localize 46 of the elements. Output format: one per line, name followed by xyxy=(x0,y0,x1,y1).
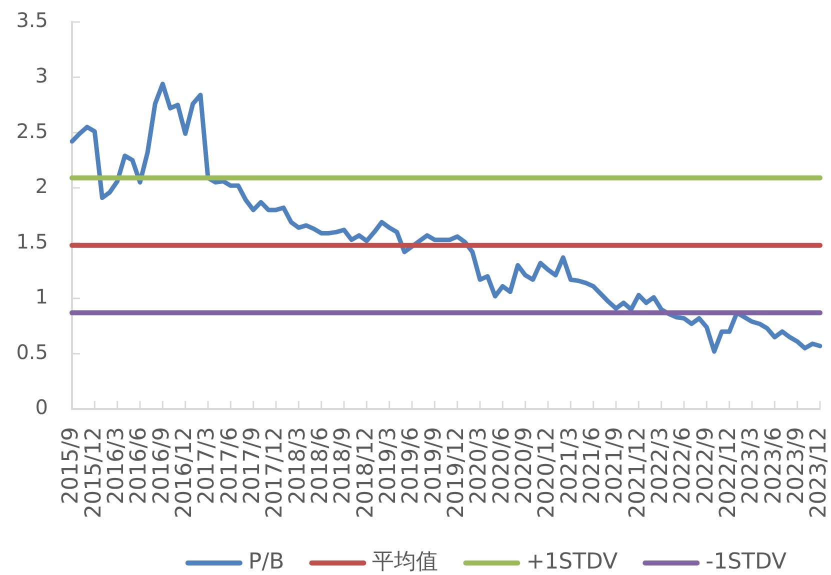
x-tick-label: 2017/6 xyxy=(217,427,242,504)
x-tick-label: 2016/6 xyxy=(126,427,152,504)
legend-label: P/B xyxy=(248,550,284,575)
x-tick-label: 2021/3 xyxy=(557,427,582,504)
y-tick-label: 1 xyxy=(35,284,48,309)
x-tick-label: 2020/6 xyxy=(489,427,514,504)
x-tick-label: 2017/12 xyxy=(262,427,288,518)
y-tick-label: 1.5 xyxy=(16,229,48,254)
x-tick-label: 2023/3 xyxy=(738,427,764,504)
legend-label: +1STDV xyxy=(526,550,618,575)
x-tick-label: 2017/3 xyxy=(194,427,220,504)
y-tick-label: 3.5 xyxy=(16,8,48,32)
x-tick-label: 2016/3 xyxy=(104,427,130,504)
x-tick-label: 2023/12 xyxy=(806,427,831,518)
legend-label: -1STDV xyxy=(706,550,787,575)
legend-label: 平均值 xyxy=(372,550,438,575)
x-tick-label: 2022/9 xyxy=(693,427,718,504)
x-tick-label: 2020/9 xyxy=(512,427,538,504)
x-tick-label: 2015/12 xyxy=(81,427,106,518)
x-tick-label: 2019/9 xyxy=(421,427,446,504)
x-tick-label: 2022/6 xyxy=(670,427,696,504)
x-tick-label: 2023/6 xyxy=(761,427,786,504)
x-tick-label: 2015/9 xyxy=(58,427,84,504)
y-tick-label: 3 xyxy=(35,63,48,88)
x-tick-label: 2016/9 xyxy=(149,427,174,504)
x-tick-label: 2019/12 xyxy=(444,427,470,518)
x-tick-label: 2018/3 xyxy=(285,427,310,504)
x-tick-label: 2021/6 xyxy=(580,427,606,504)
x-tick-label: 2022/3 xyxy=(648,427,674,504)
x-tick-label: 2016/12 xyxy=(172,427,198,518)
x-tick-label: 2022/12 xyxy=(716,427,742,518)
y-tick-label: 2.5 xyxy=(16,118,48,143)
x-tick-label: 2017/9 xyxy=(240,427,266,504)
x-tick-label: 2018/12 xyxy=(353,427,378,518)
x-tick-label: 2018/9 xyxy=(330,427,356,504)
x-tick-label: 2019/6 xyxy=(398,427,424,504)
x-tick-label: 2023/9 xyxy=(784,427,810,504)
y-tick-label: 0.5 xyxy=(16,340,48,364)
x-tick-label: 2021/12 xyxy=(625,427,650,518)
y-tick-label: 2 xyxy=(35,174,48,198)
x-tick-label: 2020/12 xyxy=(534,427,560,518)
y-tick-label: 0 xyxy=(35,395,48,420)
x-tick-label: 2021/9 xyxy=(602,427,628,504)
x-tick-label: 2019/3 xyxy=(376,427,402,504)
x-tick-label: 2018/6 xyxy=(308,427,334,504)
x-tick-label: 2020/3 xyxy=(466,427,492,504)
